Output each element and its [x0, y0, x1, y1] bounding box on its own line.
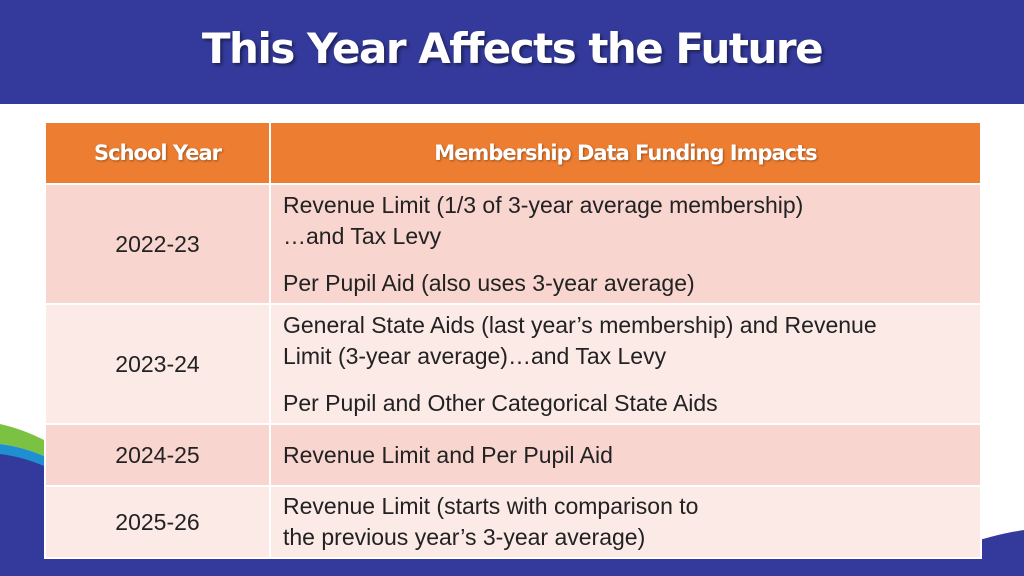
year-cell: 2024-25: [44, 423, 271, 487]
year-cell: 2025-26: [44, 485, 271, 559]
year-cell: 2022-23: [44, 183, 271, 305]
impact-cell: General State Aids (last year’s membersh…: [269, 303, 982, 425]
impact-line: Per Pupil Aid (also uses 3-year average): [283, 269, 695, 296]
impact-line: General State Aids (last year’s membersh…: [283, 311, 877, 338]
impact-line: …and Tax Levy: [283, 222, 442, 249]
blue-swoosh-left: [0, 448, 44, 576]
title-bar: [0, 0, 1024, 104]
impact-line: the previous year’s 3-year average): [283, 524, 646, 550]
table-header-row: School Year Membership Data Funding Impa…: [44, 121, 982, 185]
impact-line: Per Pupil and Other Categorical State Ai…: [283, 389, 718, 416]
impact-cell: Revenue Limit and Per Pupil Aid: [269, 423, 982, 487]
impact-line: Revenue Limit (1/3 of 3-year average mem…: [283, 191, 804, 218]
impact-line: Revenue Limit and Per Pupil Aid: [283, 441, 613, 468]
funding-impacts-table: School Year Membership Data Funding Impa…: [44, 121, 982, 559]
table-row: 2023-24 General State Aids (last year’s …: [44, 303, 982, 425]
table-row: 2025-26 Revenue Limit (starts with compa…: [44, 485, 982, 559]
table-row: 2024-25 Revenue Limit and Per Pupil Aid: [44, 423, 982, 487]
header-membership-impacts: Membership Data Funding Impacts: [269, 121, 982, 185]
header-school-year: School Year: [44, 121, 271, 185]
green-swoosh-left: [0, 424, 44, 456]
impact-cell: Revenue Limit (1/3 of 3-year average mem…: [269, 183, 982, 305]
impact-cell: Revenue Limit (starts with comparison to…: [269, 485, 982, 559]
impact-line: Limit (3-year average)…and Tax Levy: [283, 342, 667, 369]
lightblue-swoosh-left: [0, 444, 44, 466]
slide-title: This Year Affects the Future: [201, 24, 824, 73]
impact-line: Revenue Limit (starts with comparison to: [283, 493, 699, 519]
table-row: 2022-23 Revenue Limit (1/3 of 3-year ave…: [44, 183, 982, 305]
year-cell: 2023-24: [44, 303, 271, 425]
